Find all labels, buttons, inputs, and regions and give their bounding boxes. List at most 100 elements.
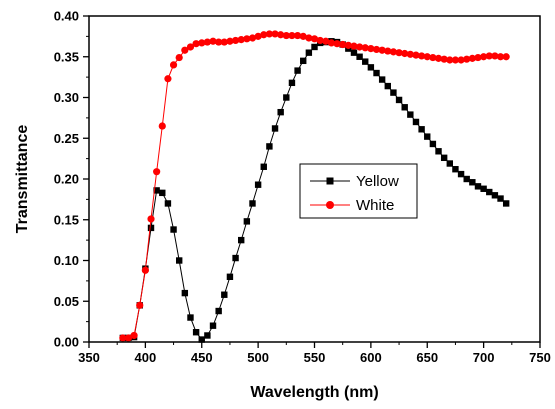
- data-point: [305, 34, 313, 42]
- data-point: [198, 39, 206, 47]
- series-layer: [119, 30, 510, 343]
- data-point: [395, 96, 403, 104]
- data-point: [350, 49, 358, 56]
- data-point: [407, 111, 414, 118]
- data-point: [446, 56, 454, 64]
- data-point: [254, 32, 262, 40]
- data-point: [378, 76, 386, 83]
- data-point: [384, 47, 392, 55]
- data-point: [418, 126, 425, 133]
- data-point: [254, 181, 262, 188]
- data-point: [440, 55, 448, 63]
- data-point: [198, 336, 205, 343]
- data-point: [249, 200, 256, 207]
- data-point: [401, 49, 409, 58]
- x-tick-label: 400: [135, 350, 157, 365]
- data-point: [418, 52, 426, 60]
- data-point: [406, 50, 414, 58]
- data-point: [153, 168, 161, 176]
- data-point: [119, 334, 127, 342]
- data-point: [435, 148, 442, 155]
- data-point: [356, 43, 364, 51]
- y-axis-ticks: 0.00 0.05 0.10 0.15 0.20 0.25 0.30 0.35 0.40: [54, 9, 89, 350]
- data-point: [311, 43, 318, 51]
- data-point: [452, 166, 459, 173]
- data-point: [491, 192, 499, 199]
- data-point: [390, 89, 397, 96]
- data-point: [266, 143, 273, 150]
- y-tick-label: 0.00: [54, 335, 79, 350]
- data-point: [344, 41, 352, 49]
- x-tick-label: 350: [78, 350, 100, 365]
- data-point: [209, 37, 217, 45]
- x-tick-label: 500: [247, 350, 269, 365]
- data-point: [440, 154, 448, 162]
- data-point: [480, 53, 488, 61]
- data-point: [164, 200, 172, 207]
- data-point: [238, 236, 245, 244]
- data-point: [136, 301, 144, 309]
- data-point: [412, 51, 420, 59]
- y-tick-label: 0.05: [54, 294, 79, 309]
- data-point: [220, 38, 228, 46]
- data-point: [159, 189, 166, 197]
- data-point: [469, 179, 476, 186]
- data-point: [186, 43, 195, 51]
- data-point: [350, 42, 358, 50]
- data-point: [164, 75, 172, 83]
- data-point: [124, 334, 133, 342]
- data-point: [339, 40, 347, 49]
- x-tick-label: 600: [360, 350, 382, 365]
- data-point: [373, 69, 380, 77]
- data-point: [283, 94, 290, 101]
- data-point: [147, 215, 155, 223]
- data-point: [153, 187, 160, 194]
- data-point: [395, 49, 403, 57]
- series-white: [119, 30, 510, 342]
- data-point: [480, 185, 487, 192]
- data-point: [486, 188, 493, 196]
- data-point: [282, 31, 290, 40]
- data-point: [232, 254, 239, 262]
- data-point: [356, 53, 363, 60]
- data-point: [299, 32, 307, 40]
- data-point: [305, 49, 313, 56]
- data-point: [367, 64, 375, 71]
- data-point: [192, 40, 200, 48]
- data-point: [384, 82, 391, 90]
- data-point: [424, 133, 431, 140]
- data-point: [300, 57, 307, 65]
- data-point: [221, 291, 228, 298]
- x-axis-ticks: 350 400 450 500 550 600 650 700 750: [78, 342, 551, 365]
- x-tick-label: 550: [304, 350, 326, 365]
- data-point: [502, 53, 510, 61]
- data-point: [215, 38, 223, 46]
- y-tick-label: 0.35: [54, 49, 79, 64]
- data-point: [187, 314, 194, 321]
- data-point: [446, 160, 453, 167]
- data-point: [401, 104, 408, 111]
- data-point: [209, 322, 217, 329]
- data-point: [361, 44, 369, 52]
- data-point: [367, 45, 375, 53]
- data-point: [260, 31, 268, 39]
- data-point: [412, 118, 420, 126]
- data-point: [215, 307, 222, 315]
- y-tick-label: 0.20: [54, 172, 79, 187]
- y-tick-label: 0.10: [54, 253, 79, 268]
- data-point: [468, 54, 476, 62]
- data-point: [130, 331, 138, 340]
- y-tick-label: 0.25: [54, 131, 79, 146]
- data-point: [265, 30, 273, 38]
- data-point: [457, 56, 465, 64]
- data-point: [434, 54, 443, 62]
- x-tick-label: 650: [416, 350, 438, 365]
- data-point: [389, 48, 398, 56]
- data-point: [169, 61, 178, 69]
- data-point: [474, 53, 482, 62]
- data-point: [333, 40, 341, 48]
- data-point: [243, 35, 251, 43]
- data-point: [147, 224, 155, 232]
- data-point: [423, 53, 431, 61]
- data-point: [327, 39, 336, 47]
